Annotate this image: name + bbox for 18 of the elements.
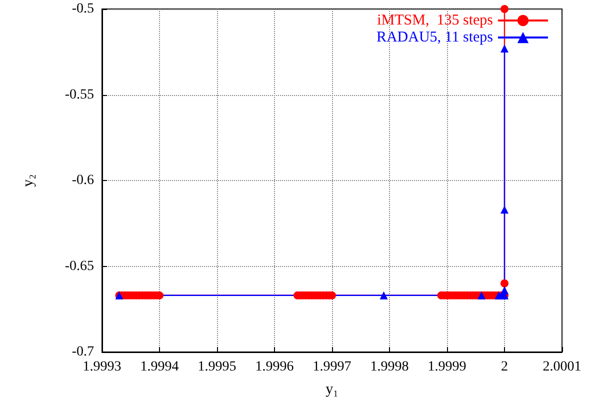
x-tick-label: 1.9999 (428, 360, 466, 374)
x-tick-label: 2 (501, 360, 508, 374)
legend-label: RADAU5, 11 steps (376, 30, 494, 46)
y-axis-title: y₂ (20, 174, 36, 187)
y-tick-label: -0.55 (64, 87, 94, 102)
x-tick-label: 1.9998 (370, 360, 409, 374)
y-tick-label: -0.5 (72, 2, 94, 16)
x-tick-label: 1.9993 (82, 360, 122, 374)
x-tick-label: 1.9996 (255, 360, 294, 374)
legend-label: iMTSM, 135 steps (377, 12, 494, 28)
y-tick-label: -0.6 (72, 173, 94, 188)
y-tick-label: -0.7 (72, 344, 94, 360)
x-tick-label: 1.9994 (140, 360, 179, 374)
x-tick-label: 1.9995 (198, 360, 236, 374)
y-tick-label: -0.65 (64, 258, 94, 274)
x-tick-label: 1.9997 (312, 360, 352, 374)
x-axis-title: y₁ (326, 382, 338, 398)
x-tick-label: 2.0001 (542, 360, 582, 374)
